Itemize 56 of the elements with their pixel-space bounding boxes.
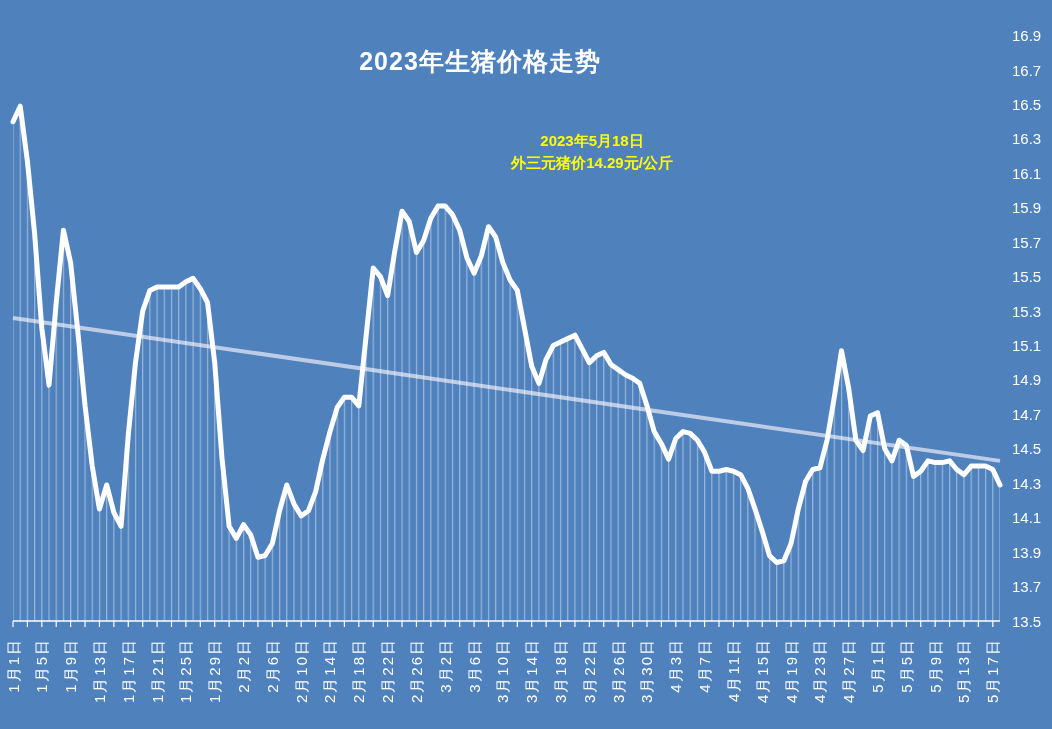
y-tick-label: 15.7 <box>1012 233 1042 251</box>
x-tick-label: 2月26日 <box>407 638 425 704</box>
x-tick-label: 4月3日 <box>667 638 685 693</box>
x-tick-label: 4月27日 <box>840 638 858 704</box>
x-tick-label: 1月25日 <box>177 638 195 704</box>
y-tick-label: 13.9 <box>1012 543 1042 561</box>
y-tick-label: 15.5 <box>1012 268 1042 286</box>
x-tick-label: 5月9日 <box>926 638 944 693</box>
x-tick-label: 3月18日 <box>552 638 570 704</box>
y-tick-label: 15.3 <box>1012 302 1042 320</box>
x-tick-label: 4月23日 <box>811 638 829 704</box>
x-tick-label: 5月1日 <box>869 638 887 693</box>
x-tick-label: 4月11日 <box>724 638 742 702</box>
y-tick-label: 16.5 <box>1012 95 1042 113</box>
x-tick-label: 5月5日 <box>897 638 915 693</box>
x-tick-label: 3月2日 <box>436 638 454 693</box>
y-tick-label: 13.7 <box>1012 578 1042 596</box>
y-tick-label: 16.7 <box>1012 61 1042 79</box>
x-tick-label: 5月13日 <box>955 638 973 704</box>
x-tick-label: 2月18日 <box>350 638 368 704</box>
x-tick-label: 2月22日 <box>379 638 397 704</box>
x-tick-label: 1月9日 <box>62 638 80 693</box>
x-tick-label: 2月6日 <box>263 638 281 693</box>
x-tick-label: 3月22日 <box>580 638 598 704</box>
y-tick-label: 14.1 <box>1012 509 1042 527</box>
x-tick-label: 2月2日 <box>235 638 253 693</box>
x-tick-label: 1月21日 <box>148 638 166 704</box>
y-tick-label: 14.9 <box>1012 371 1042 389</box>
x-tick-label: 3月10日 <box>494 638 512 704</box>
x-tick-label: 4月15日 <box>753 638 771 704</box>
y-tick-label: 14.5 <box>1012 440 1042 458</box>
x-tick-label: 3月14日 <box>523 638 541 704</box>
y-tick-label: 14.3 <box>1012 474 1042 492</box>
x-tick-label: 2月14日 <box>321 638 339 704</box>
x-tick-label: 4月7日 <box>696 638 714 693</box>
x-tick-label: 1月29日 <box>206 638 224 704</box>
annotation: 2023年5月18日 <box>540 132 644 149</box>
x-tick-label: 2月10日 <box>292 638 310 704</box>
title: 2023年生猪价格走势 <box>359 47 601 75</box>
annotation: 外三元猪价14.29元/公斤 <box>511 154 673 171</box>
x-tick-label: 1月13日 <box>90 638 108 704</box>
y-tick-label: 16.9 <box>1012 27 1042 45</box>
y-tick-label: 16.1 <box>1012 164 1042 182</box>
y-tick-label: 15.9 <box>1012 199 1042 217</box>
y-tick-label: 15.1 <box>1012 337 1042 354</box>
x-tick-label: 3月30日 <box>638 638 656 704</box>
x-tick-label: 3月6日 <box>465 638 483 693</box>
x-tick-label: 3月26日 <box>609 638 627 704</box>
x-tick-label: 1月17日 <box>119 638 137 704</box>
x-tick-label: 5月17日 <box>984 638 1002 704</box>
x-tick-label: 4月19日 <box>782 638 800 704</box>
x-tick-label: 1月5日 <box>33 638 51 693</box>
y-tick-label: 14.7 <box>1012 405 1042 423</box>
x-tick-label: 1月1日 <box>4 638 22 693</box>
y-tick-label: 13.5 <box>1012 612 1042 630</box>
y-tick-label: 16.3 <box>1012 130 1042 148</box>
